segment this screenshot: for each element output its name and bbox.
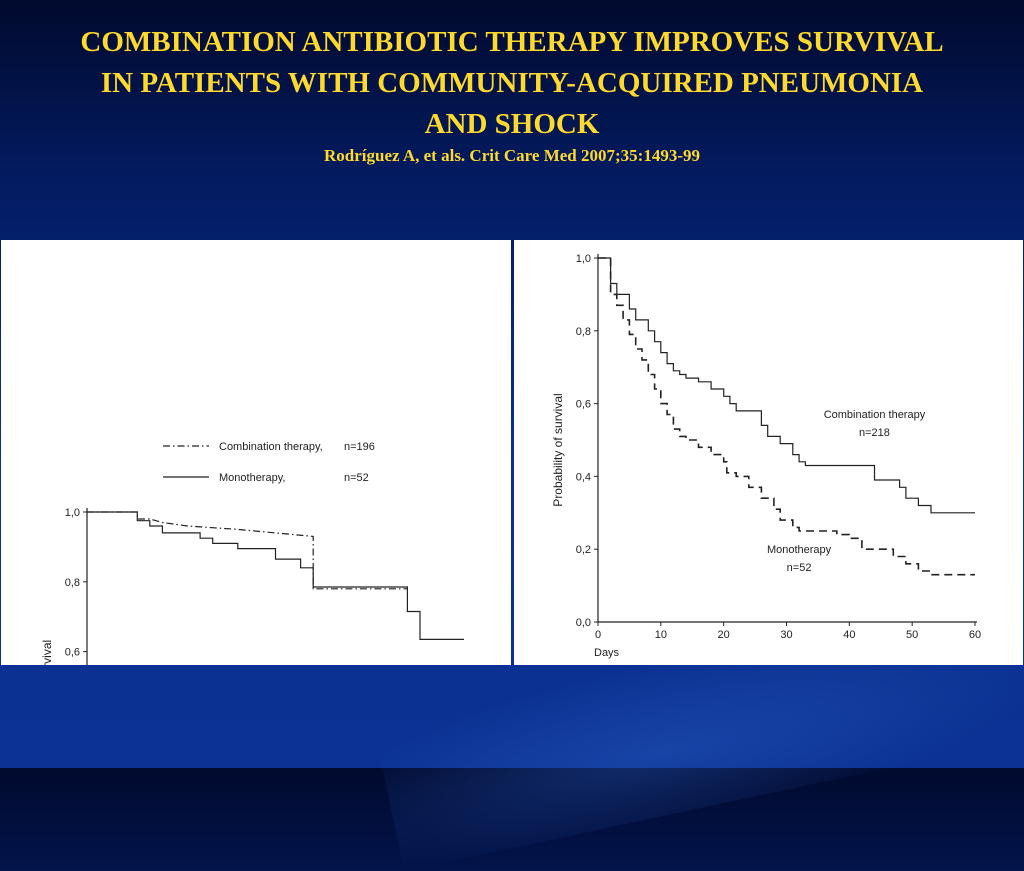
y-tick-label: 1,0	[576, 253, 591, 265]
curve-annotation: n=218	[859, 427, 890, 439]
curve-annotation: n=52	[787, 562, 812, 574]
curve-annotation: Monotherapy	[767, 544, 832, 556]
x-tick-label: 20	[718, 629, 730, 641]
survival-curve	[87, 511, 464, 640]
x-tick-label: 30	[780, 629, 792, 641]
survival-chart-left: 01020304050600,00,20,40,60,81,0DaysProba…	[40, 441, 464, 665]
y-tick-label: 0,8	[576, 326, 591, 338]
x-axis-label: Days	[594, 647, 620, 659]
x-tick-label: 0	[595, 629, 601, 641]
y-tick-label: 0,4	[576, 471, 591, 483]
y-axis-label: Probability of survival	[551, 393, 565, 506]
chart-panel-right: 0 10 20 30 40 50 60 0,0 0,2 0,4 0,6 0,8 1,0 Days Proba…	[514, 240, 1023, 665]
y-tick-label: 0,0	[576, 617, 591, 629]
chart-panel-left: 01020304050600,00,20,40,60,81,0DaysProba…	[1, 240, 511, 665]
slide-header: COMBINATION ANTIBIOTIC THERAPY IMPROVES …	[0, 22, 1024, 166]
slide-title: COMBINATION ANTIBIOTIC THERAPY IMPROVES …	[80, 26, 944, 140]
survival-curve	[598, 257, 975, 576]
legend-count: n=52	[344, 472, 369, 484]
y-tick-label: 1,0	[65, 507, 80, 519]
y-tick-label: 0,6	[65, 647, 80, 659]
slide-citation: Rodríguez A, et als. Crit Care Med 2007;…	[324, 146, 700, 165]
survival-curve	[598, 257, 975, 514]
legend-label: Monotherapy,	[219, 472, 285, 484]
x-tick-label: 10	[655, 629, 667, 641]
legend-count: n=196	[344, 441, 375, 453]
survival-curve	[87, 511, 408, 590]
y-tick-label: 0,6	[576, 399, 591, 411]
y-axis-label: Probability of survival	[40, 640, 54, 665]
curve-annotation: Combination therapy	[824, 409, 926, 421]
legend-label: Combination therapy,	[219, 441, 323, 453]
y-tick-label: 0,8	[65, 577, 80, 589]
y-tick-label: 0,2	[576, 544, 591, 556]
x-tick-label: 40	[843, 629, 855, 641]
x-tick-label: 60	[969, 629, 981, 641]
survival-chart-right: 0 10 20 30 40 50 60 0,0 0,2 0,4 0,6 0,8 1,0 Days Proba…	[551, 253, 981, 659]
x-tick-label: 50	[906, 629, 918, 641]
